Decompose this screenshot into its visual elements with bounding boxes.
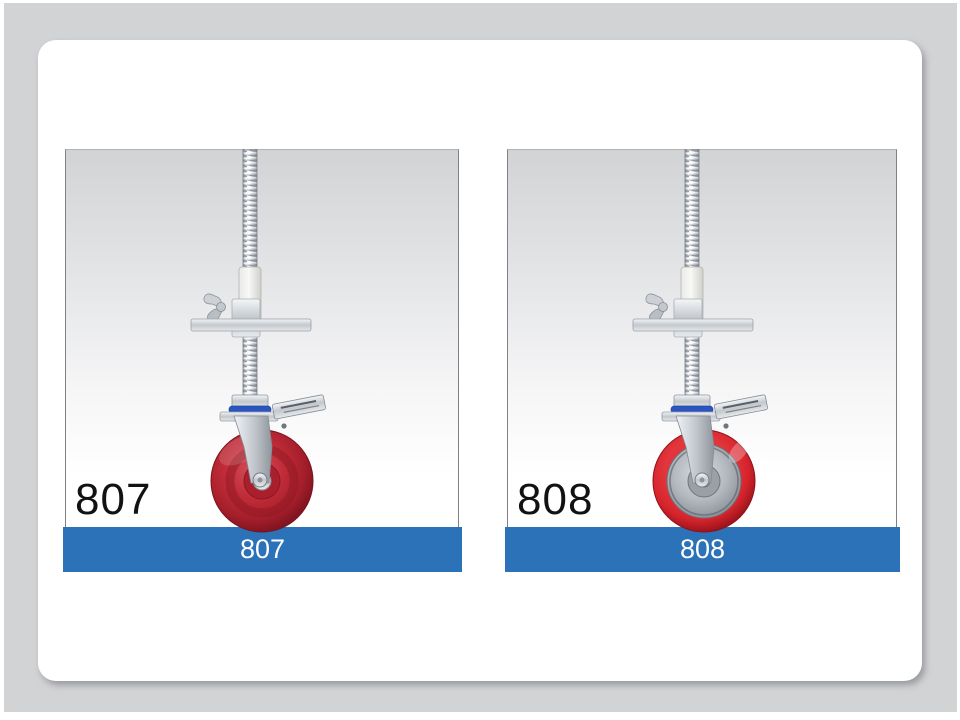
- product-panel-left: 807 807: [63, 149, 462, 572]
- product-code-label: 808: [517, 475, 594, 524]
- product-panel-right: 808 808: [505, 149, 900, 572]
- product-code-label: 807: [75, 475, 152, 524]
- product-image-area: 807: [65, 149, 459, 527]
- page-background: 807 807: [4, 3, 957, 712]
- slide-card: 807 807: [38, 40, 922, 681]
- caption-text: 807: [239, 534, 286, 564]
- product-image-area: 808: [507, 149, 897, 527]
- caption-bar: 808: [505, 527, 900, 572]
- caption-bar: 807: [63, 527, 462, 572]
- caption-text: 808: [679, 534, 726, 564]
